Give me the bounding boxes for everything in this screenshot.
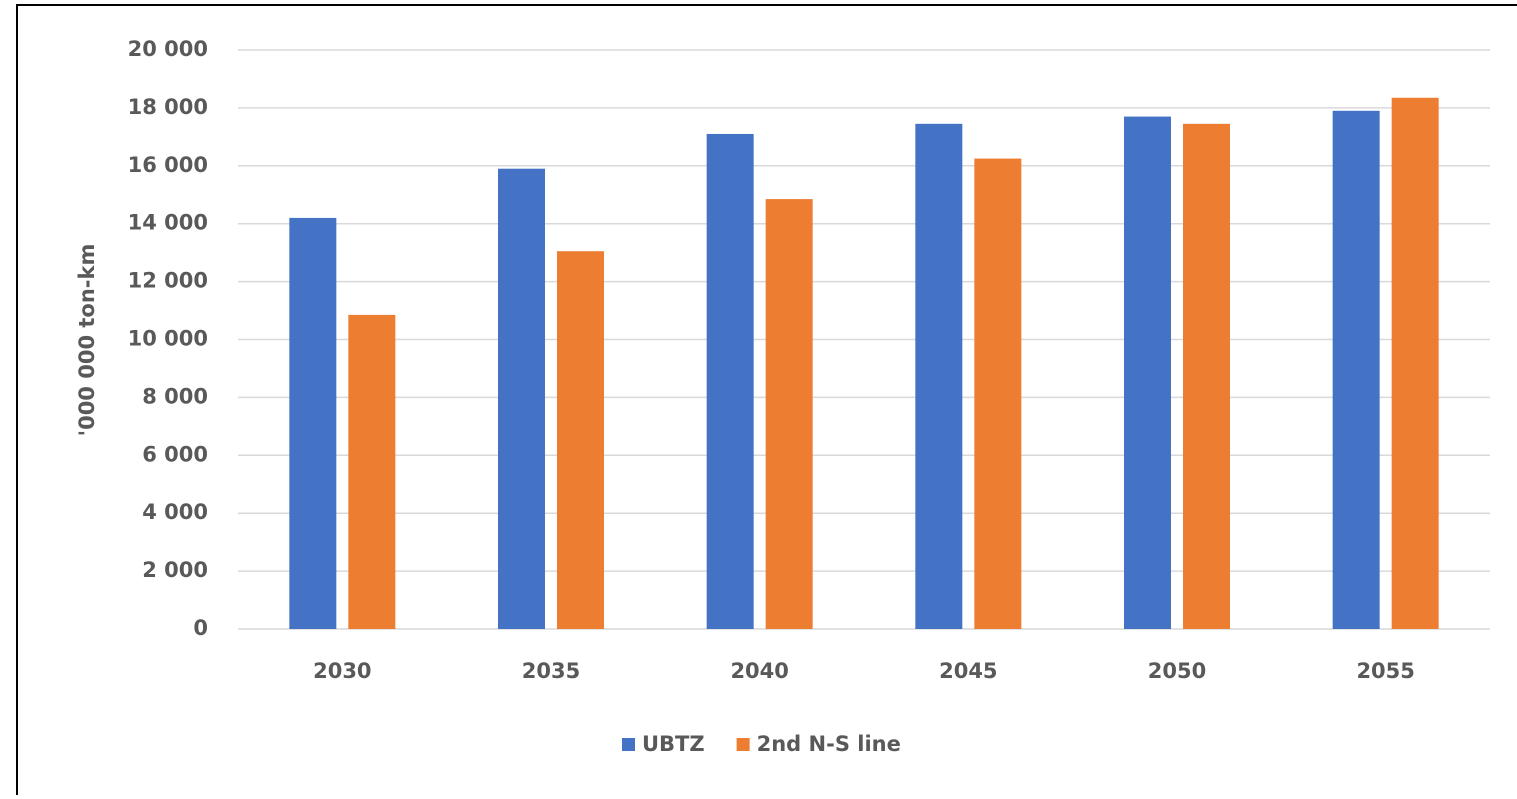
legend-swatch bbox=[736, 738, 750, 751]
bar bbox=[557, 251, 604, 629]
bar bbox=[1391, 97, 1439, 629]
y-tick-label: 4 000 bbox=[142, 500, 208, 524]
y-tick-label: 10 000 bbox=[128, 327, 208, 351]
bar bbox=[289, 217, 337, 629]
bar bbox=[706, 133, 754, 629]
y-tick-label: 6 000 bbox=[142, 442, 208, 466]
bar bbox=[1183, 123, 1230, 629]
bar bbox=[974, 158, 1022, 629]
bar bbox=[1332, 110, 1380, 630]
frame bbox=[16, 4, 1517, 799]
x-tick-label: 2045 bbox=[939, 659, 997, 683]
x-tick-label: 2035 bbox=[522, 659, 580, 683]
legend-label: UBTZ bbox=[642, 732, 705, 756]
y-tick-label: 20 000 bbox=[128, 37, 208, 61]
bar bbox=[1124, 116, 1171, 629]
y-axis-label: '000 000 ton-km bbox=[75, 244, 99, 437]
legend-swatch bbox=[622, 738, 635, 751]
bar bbox=[915, 123, 963, 629]
x-tick-label: 2030 bbox=[313, 659, 371, 683]
bar bbox=[765, 199, 813, 629]
bar bbox=[348, 314, 396, 629]
x-tick-label: 2055 bbox=[1356, 659, 1414, 683]
y-tick-label: 14 000 bbox=[128, 211, 208, 235]
y-tick-label: 8 000 bbox=[142, 384, 208, 408]
legend-label: 2nd N-S line bbox=[757, 732, 901, 756]
y-tick-label: 12 000 bbox=[128, 269, 208, 293]
bar bbox=[498, 168, 545, 629]
y-tick-label: 0 bbox=[193, 616, 208, 640]
x-tick-label: 2040 bbox=[730, 659, 788, 683]
y-tick-label: 2 000 bbox=[142, 558, 208, 582]
y-tick-label: 18 000 bbox=[128, 95, 208, 119]
x-tick-label: 2050 bbox=[1148, 659, 1206, 683]
y-tick-label: 16 000 bbox=[128, 153, 208, 177]
